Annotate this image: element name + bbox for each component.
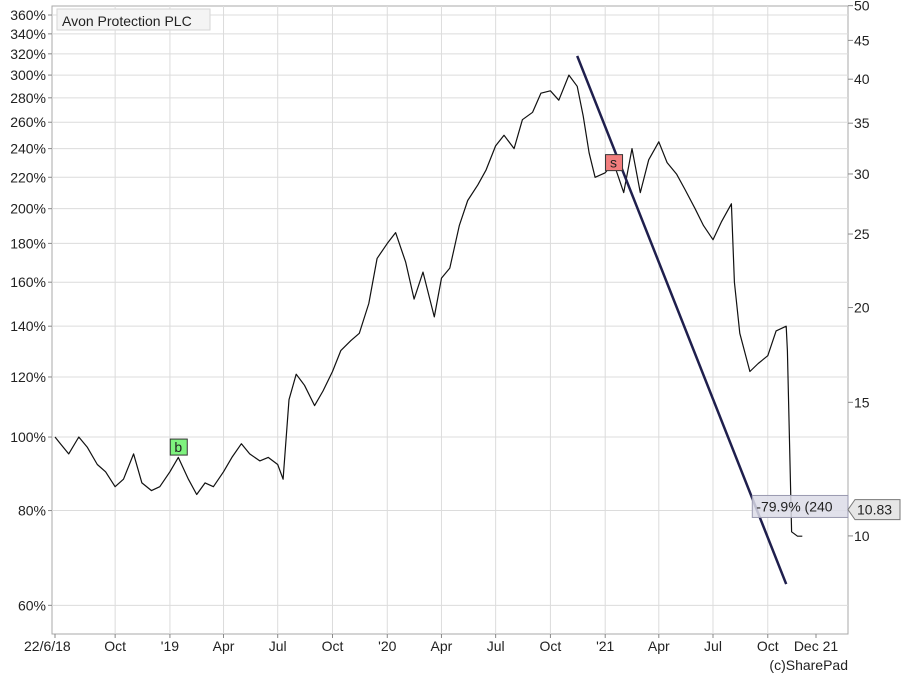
last-price-tag-box [847, 499, 901, 521]
left-tick-label: 240% [10, 141, 46, 157]
x-tick-label: Oct [540, 638, 562, 654]
sell-marker: s [605, 154, 624, 172]
right-tick-label: 15 [854, 394, 870, 410]
marker-box [169, 438, 188, 456]
right-tick-label: 25 [854, 226, 870, 242]
grid [52, 6, 848, 634]
x-tick-label: Jul [704, 638, 722, 654]
x-tick-label: Jul [487, 638, 505, 654]
left-tick-label: 100% [10, 429, 46, 445]
left-tick-label: 300% [10, 67, 46, 83]
left-tick-label: 220% [10, 169, 46, 185]
x-tick-label: Dec 21 [794, 638, 839, 654]
x-axis: 22/6/18 Oct '19 Apr Jul Oct '20 Apr Jul Oct '21 Apr… [24, 634, 838, 654]
last-price-tag: 10.83 [847, 499, 901, 521]
right-tick-label: 45 [854, 32, 870, 48]
right-tick-label: 40 [854, 71, 870, 87]
left-tick-label: 340% [10, 26, 46, 42]
left-tick-label: 320% [10, 46, 46, 62]
x-tick-label: '19 [161, 638, 179, 654]
last-price-label: 10.83 [857, 502, 892, 518]
marker-label: s [610, 155, 617, 171]
right-tick-label: 20 [854, 300, 870, 316]
series [54, 55, 803, 585]
left-tick-label: 140% [10, 318, 46, 334]
right-tick-label: 10 [854, 528, 870, 544]
right-axis: 50 45 40 35 30 25 20 15 10 [848, 0, 870, 544]
title-background [56, 8, 211, 31]
copyright-text: (c)SharePad [769, 657, 848, 673]
trend-line [576, 55, 788, 585]
x-tick-label: Apr [213, 638, 235, 654]
left-tick-label: 80% [18, 503, 46, 519]
x-tick-label: Apr [431, 638, 453, 654]
left-tick-label: 120% [10, 369, 46, 385]
left-tick-label: 360% [10, 7, 46, 23]
x-tick-label: '20 [378, 638, 396, 654]
change-label-text: -79.9% (240 [756, 498, 832, 514]
left-tick-label: 60% [18, 597, 46, 613]
x-tick-label: Oct [322, 638, 344, 654]
buy-marker: b [169, 438, 188, 456]
left-axis: 360% 340% 320% 300% 280% 260% 240% 220% 200% 180%… [10, 7, 52, 613]
plot-background [51, 5, 849, 635]
right-tick-label: 30 [854, 166, 870, 182]
x-tick-label: Oct [104, 638, 126, 654]
price-line [54, 74, 803, 537]
annotations: b s -79.9% (240 10.83 [169, 154, 901, 521]
x-tick-label: Jul [269, 638, 287, 654]
left-tick-label: 200% [10, 201, 46, 217]
change-label-box [751, 494, 849, 518]
left-tick-label: 180% [10, 235, 46, 251]
x-tick-label: '21 [596, 638, 614, 654]
change-label: -79.9% (240 [751, 494, 849, 518]
left-tick-label: 260% [10, 114, 46, 130]
left-tick-label: 160% [10, 274, 46, 290]
left-tick-label: 280% [10, 90, 46, 106]
marker-box [605, 154, 624, 172]
chart-title: Avon Protection PLC [62, 13, 192, 29]
right-tick-label: 50 [854, 0, 870, 14]
right-tick-label: 35 [854, 115, 870, 131]
x-tick-label: Oct [757, 638, 779, 654]
marker-label: b [174, 439, 182, 455]
x-tick-label: 22/6/18 [24, 638, 71, 654]
x-tick-label: Apr [648, 638, 670, 654]
